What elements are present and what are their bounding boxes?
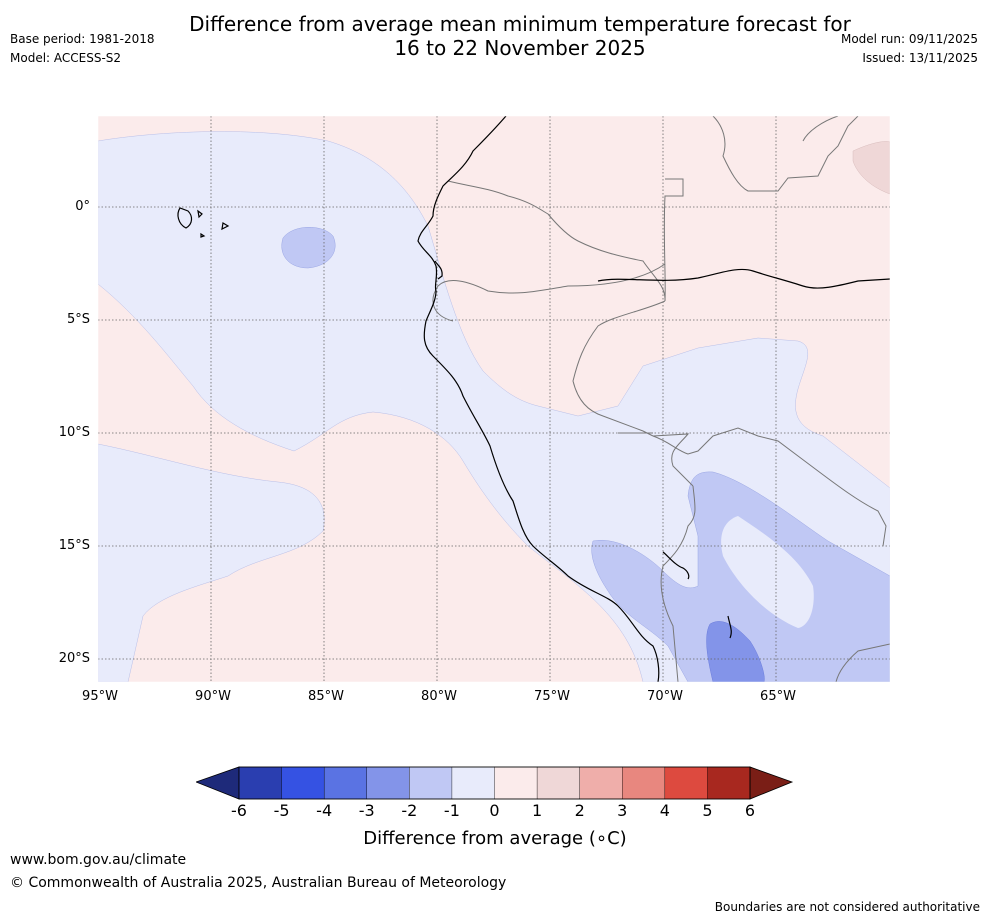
- chart-title: Difference from average mean minimum tem…: [0, 12, 988, 60]
- colorbar-tick: 3: [617, 801, 628, 820]
- graticule: [98, 116, 890, 682]
- title-line-1: Difference from average mean minimum tem…: [189, 12, 851, 36]
- colorbar-frame: [238, 766, 751, 800]
- colorbar-tick: -6: [231, 801, 247, 820]
- colorbar-swatch: [409, 766, 453, 800]
- lon-tick-85w: 85°W: [308, 689, 344, 704]
- anomaly-region-plus1: [852, 141, 890, 195]
- issued-label: Issued: 13/11/2025: [862, 51, 978, 65]
- colorbar-swatch: [664, 766, 708, 800]
- lon-tick-65w: 65°W: [760, 689, 796, 704]
- lon-tick-90w: 90°W: [195, 689, 231, 704]
- colorbar-tick: -2: [401, 801, 418, 820]
- colorbar-overflow-arrow: [749, 766, 794, 800]
- anomaly-region-minus3: [706, 621, 765, 682]
- forecast-map: [98, 116, 890, 682]
- colorbar-tick: 0: [489, 801, 500, 820]
- coastline: [177, 116, 890, 682]
- footer-copyright: © Commonwealth of Australia 2025, Austra…: [10, 875, 507, 891]
- colorbar-tick: 4: [659, 801, 670, 820]
- anomaly-region-minus1: [98, 131, 890, 682]
- colorbar-tick: 5: [702, 801, 713, 820]
- colorbar-swatch: [707, 766, 751, 800]
- lon-tick-75w: 75°W: [534, 689, 570, 704]
- colorbar-swatches: [238, 766, 751, 800]
- anomaly-region-minus1-inner: [721, 516, 814, 628]
- colorbar-tick: -3: [358, 801, 375, 820]
- lon-tick-95w: 95°W: [82, 689, 118, 704]
- lat-tick-15s: 15°S: [58, 538, 90, 553]
- anomaly-region-minus2-pacific: [281, 227, 336, 269]
- colorbar-swatch: [366, 766, 410, 800]
- colorbar-swatch: [579, 766, 623, 800]
- colorbar-tick: 1: [531, 801, 543, 820]
- title-line-2: 16 to 22 November 2025: [394, 36, 646, 60]
- colorbar-swatch: [238, 766, 283, 800]
- colorbar-swatch: [281, 766, 325, 800]
- lon-tick-70w: 70°W: [647, 689, 683, 704]
- model-run-label: Model run: 09/11/2025: [840, 32, 978, 46]
- colorbar-swatch: [323, 766, 368, 800]
- base-period-label: Base period: 1981-2018: [10, 32, 155, 46]
- colorbar-swatch: [494, 766, 538, 800]
- lat-tick-20s: 20°S: [58, 651, 90, 666]
- country-borders: [432, 116, 890, 682]
- colorbar-underflow-arrow: [196, 766, 240, 800]
- lat-tick-10s: 10°S: [58, 425, 90, 440]
- colorbar: [196, 766, 794, 800]
- colorbar-swatch: [451, 766, 496, 800]
- lat-tick-5s: 5°S: [66, 312, 90, 327]
- colorbar-tick: -4: [316, 801, 333, 820]
- colorbar-label: Difference from average (∘C): [363, 828, 627, 849]
- footer-disclaimer: Boundaries are not considered authoritat…: [714, 900, 980, 914]
- colorbar-swatch: [622, 766, 666, 800]
- colorbar-tick: 2: [574, 801, 585, 820]
- colorbar-swatch: [536, 766, 581, 800]
- colorbar-tick: -5: [273, 801, 290, 820]
- model-label: Model: ACCESS-S2: [10, 51, 122, 65]
- colorbar-tick: -1: [443, 801, 460, 820]
- colorbar-tick: 6: [744, 801, 756, 820]
- footer-url: www.bom.gov.au/climate: [10, 852, 187, 868]
- lon-tick-80w: 80°W: [421, 689, 457, 704]
- lat-tick-0: 0°: [75, 199, 90, 214]
- anomaly-region-minus1-b: [98, 443, 325, 682]
